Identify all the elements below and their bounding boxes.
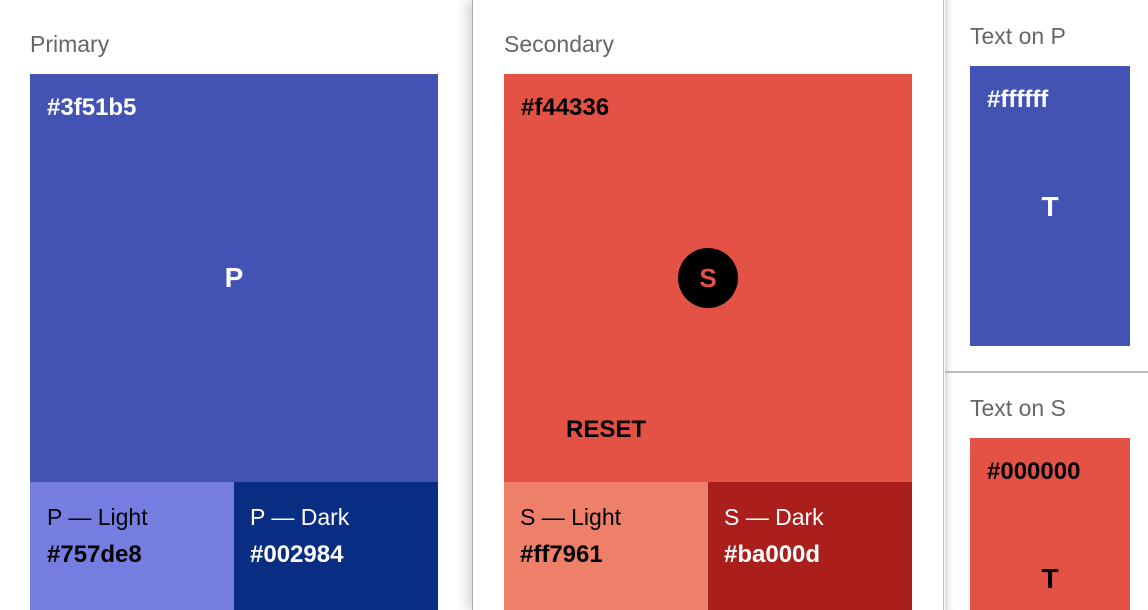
secondary-dark-label: S — Dark [724,504,824,530]
text-on-p-swatch[interactable]: #ffffff T [970,66,1130,346]
text-on-s-letter: T [1041,563,1059,594]
secondary-light-label: S — Light [520,504,621,530]
text-on-s-label: Text on S [970,395,1066,421]
primary-swatch[interactable]: #3f51b5 P [30,74,438,482]
reset-button[interactable]: RESET [566,416,647,443]
primary-light-label: P — Light [47,504,148,530]
secondary-dark-hex: #ba000d [724,541,821,568]
primary-letter: P [224,262,244,293]
primary-light-hex: #757de8 [47,541,142,568]
text-colors-column: Text on P #ffffff T Text on S #000000 T [945,0,1148,610]
text-on-s-hex: #000000 [987,458,1081,485]
secondary-light-swatch[interactable]: S — Light #ff7961 [504,482,708,610]
secondary-swatch[interactable]: #f44336 S RESET [504,74,912,482]
primary-dark-label: P — Dark [250,504,350,530]
secondary-card: Secondary #f44336 S RESET S — Light #ff7… [472,0,944,610]
primary-label: Primary [30,31,110,57]
secondary-fab[interactable]: S [678,248,738,308]
secondary-dark-swatch[interactable]: S — Dark #ba000d [708,482,912,610]
primary-dark-hex: #002984 [250,541,344,568]
secondary-hex: #f44336 [521,94,610,121]
text-on-p-letter: T [1041,191,1059,222]
text-on-p-label: Text on P [970,23,1066,49]
divider [945,371,1148,373]
primary-dark-swatch[interactable]: P — Dark #002984 [234,482,438,610]
primary-light-swatch[interactable]: P — Light #757de8 [30,482,234,610]
secondary-light-hex: #ff7961 [520,541,603,568]
text-on-p-hex: #ffffff [987,86,1049,113]
secondary-label: Secondary [504,31,614,57]
primary-hex: #3f51b5 [47,94,137,121]
primary-card: Primary #3f51b5 P P — Light #757de8 P — … [0,0,452,610]
text-on-s-swatch[interactable]: #000000 T [970,438,1130,610]
fab-letter: S [699,262,717,293]
